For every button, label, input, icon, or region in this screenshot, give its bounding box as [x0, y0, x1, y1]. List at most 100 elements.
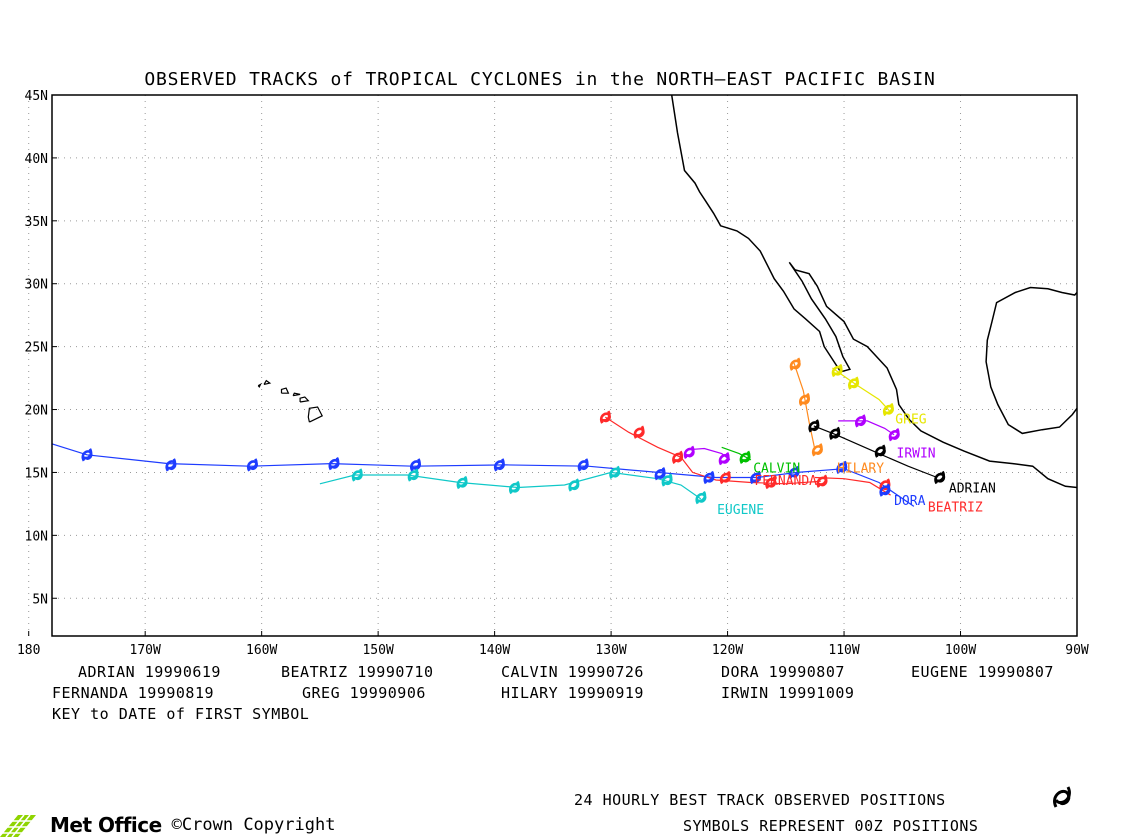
storm-label-calvin: CALVIN: [753, 461, 800, 476]
cyclone-symbol-dora: [577, 458, 589, 472]
cyclone-symbol-adrian: [934, 470, 946, 485]
track-adrian: [813, 425, 938, 479]
storm-label-irwin: IRWIN: [897, 446, 936, 461]
lat-tick-label: 40N: [25, 152, 48, 167]
footer-line-1: 24 HOURLY BEST TRACK OBSERVED POSITIONS: [574, 791, 946, 809]
copyright-text: ©Crown Copyright: [171, 815, 336, 835]
lat-tick-label: 30N: [25, 278, 48, 293]
legend-dora: DORA 19990807: [721, 663, 845, 681]
cyclone-symbol-adrian: [829, 426, 841, 441]
cyclone-symbol-hilary: [789, 357, 801, 371]
storm-label-eugene: EUGENE: [717, 503, 764, 518]
lon-tick-label: 100W: [945, 643, 976, 658]
lat-tick-label: 25N: [25, 341, 48, 356]
cyclone-symbol-eugene: [407, 468, 419, 482]
storm-label-fernanda: FERNANDA: [754, 474, 817, 489]
cyclone-symbol-calvin: [739, 450, 751, 464]
lon-tick-label: 170W: [130, 643, 161, 658]
lat-tick-label: 35N: [25, 215, 48, 230]
cyclone-symbol-adrian: [874, 444, 886, 458]
lat-tick-label: 10N: [25, 529, 48, 544]
map-frame: [51, 94, 1078, 637]
footer-line-2: SYMBOLS REPRESENT 00Z POSITIONS: [683, 817, 979, 835]
lon-tick-label: 140W: [479, 643, 510, 658]
lon-tick-label: 180: [17, 643, 40, 658]
legend-fernanda: FERNANDA 19990819: [52, 684, 215, 702]
hawaiian-island: [292, 392, 301, 397]
grid-lines: [28, 95, 1077, 636]
legend-adrian: ADRIAN 19990619: [78, 663, 221, 681]
cyclone-symbol-dora: [703, 470, 715, 485]
lon-tick-label: 160W: [246, 643, 277, 658]
legend-hilary: HILARY 19990919: [501, 684, 644, 702]
hawaiian-island: [263, 379, 272, 385]
lon-tick-label: 150W: [362, 643, 393, 658]
cyclone-symbol-eugene: [609, 465, 621, 480]
cyclone-symbol-dora: [788, 465, 800, 480]
cyclone-symbol-fernanda: [672, 450, 684, 464]
cyclone-symbol-eugene: [509, 480, 521, 495]
lat-tick-label: 20N: [25, 404, 48, 419]
cyclone-symbol-dora: [879, 483, 891, 497]
cyclone-symbol-key: [1053, 786, 1071, 808]
cyclone-symbol-irwin: [855, 414, 867, 428]
cyclone-symbol-dora: [750, 470, 762, 485]
storm-label-dora: DORA: [894, 494, 925, 509]
cyclone-symbol-fernanda: [633, 425, 645, 439]
hawaiian-island: [280, 387, 290, 394]
cyclone-symbol-hilary: [799, 392, 811, 407]
cyclone-symbol-fernanda: [719, 470, 731, 485]
lat-tick-label: 45N: [25, 89, 48, 104]
cyclone-symbol-irwin: [683, 445, 695, 459]
legend-irwin: IRWIN 19991009: [721, 684, 855, 702]
cyclone-symbol-greg: [848, 376, 860, 390]
cyclone-symbol-irwin: [888, 428, 900, 442]
storm-label-beatriz: BEATRIZ: [928, 500, 983, 515]
cyclone-symbol-eugene: [351, 468, 363, 482]
storm-symbols: [18, 357, 946, 505]
legend-beatriz: BEATRIZ 19990710: [281, 663, 434, 681]
met-office-mark-icon: [0, 814, 36, 838]
met-office-logo: Met Office ©Crown Copyright: [0, 810, 335, 840]
track-irwin: [838, 420, 895, 436]
legend-calvin: CALVIN 19990726: [501, 663, 644, 681]
cyclone-symbol-dora: [165, 458, 177, 472]
lon-tick-label: 110W: [828, 643, 859, 658]
cyclone-symbol-greg: [831, 363, 843, 378]
track-dora: [52, 443, 915, 507]
track-hilary: [793, 362, 816, 450]
storm-label-adrian: ADRIAN: [949, 482, 996, 497]
legend-eugene: EUGENE 19990807: [911, 663, 1054, 681]
legend-greg: GREG 19990906: [302, 684, 426, 702]
cyclone-symbol-dora: [836, 460, 848, 475]
coastline-americas: [670, 94, 1078, 489]
lat-tick-label: 15N: [25, 466, 48, 481]
cyclone-symbol-eugene: [456, 475, 468, 490]
cyclone-symbol-dora: [18, 429, 26, 441]
coastline-gulf-of-mexico: [985, 286, 1078, 435]
cyclone-symbol-dora: [81, 448, 93, 462]
cyclone-symbol-eugene: [661, 473, 673, 487]
cyclone-symbol-hilary: [811, 443, 823, 457]
cyclone-symbol-adrian: [808, 419, 820, 433]
cyclone-symbol-fernanda: [816, 474, 828, 488]
map-title: OBSERVED TRACKS of TROPICAL CYCLONES in …: [144, 69, 935, 90]
cyclone-symbol-irwin: [718, 451, 730, 466]
track-irwin: [686, 447, 731, 461]
cyclone-symbol-dora: [246, 458, 258, 472]
lat-tick-label: 5N: [32, 592, 48, 607]
lon-tick-label: 130W: [595, 643, 626, 658]
cyclone-symbol-dora: [493, 458, 505, 472]
cyclone-symbol-eugene: [568, 478, 580, 492]
key-note: KEY to DATE of FIRST SYMBOL: [52, 705, 310, 723]
cyclone-symbol-greg: [882, 402, 894, 417]
lon-tick-label: 90W: [1065, 643, 1089, 658]
storm-label-greg: GREG: [895, 412, 926, 427]
cyclone-symbol-dora: [654, 467, 666, 481]
hawaiian-island: [257, 383, 262, 388]
hawaiian-island: [299, 396, 310, 403]
cyclone-symbol-fernanda: [599, 410, 611, 424]
track-greg: [832, 367, 892, 413]
storm-labels: ADRIAN BEATRIZ CALVIN DORA EUGENE FERNANDA GRE…: [717, 412, 996, 518]
